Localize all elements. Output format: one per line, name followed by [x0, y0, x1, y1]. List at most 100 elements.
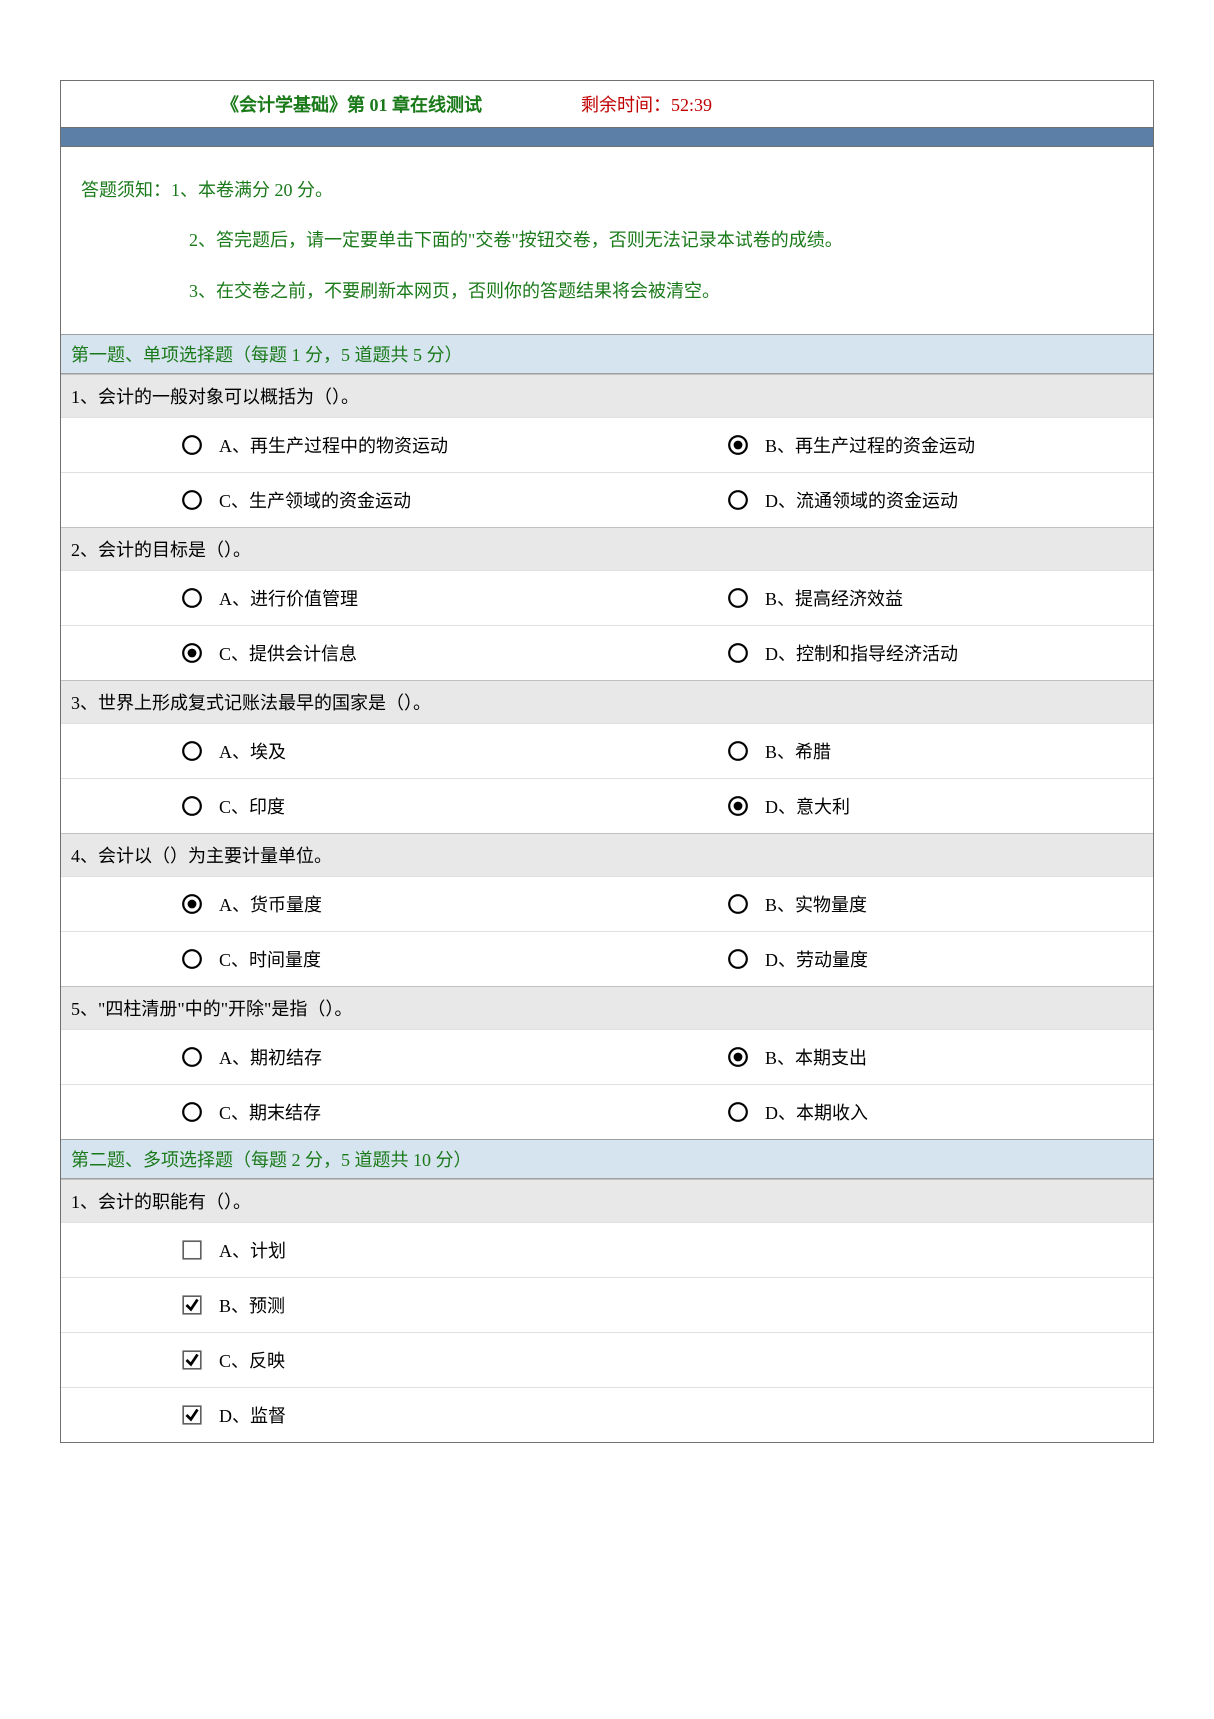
radio-icon [181, 1046, 203, 1068]
radio-option[interactable]: D、意大利 [607, 778, 1153, 833]
radio-option[interactable]: D、劳动量度 [607, 931, 1153, 986]
option-label: A、进行价值管理 [219, 585, 358, 611]
radio-icon [727, 948, 749, 970]
radio-icon [181, 948, 203, 970]
option-label: B、提高经济效益 [765, 585, 903, 611]
radio-icon [181, 740, 203, 762]
radio-option[interactable]: B、实物量度 [607, 876, 1153, 931]
option-label: B、希腊 [765, 738, 831, 764]
radio-icon [727, 1046, 749, 1068]
option-label: D、本期收入 [765, 1099, 868, 1125]
question-text: 1、会计的职能有（）。 [61, 1179, 1153, 1222]
timer-block: 剩余时间：52:39 [581, 91, 712, 117]
instructions-prefix: 答题须知： [81, 180, 171, 200]
radio-icon [181, 434, 203, 456]
radio-option[interactable]: B、希腊 [607, 723, 1153, 778]
section1-header: 第一题、单项选择题（每题 1 分，5 道题共 5 分） [61, 334, 1153, 374]
radio-icon [727, 740, 749, 762]
option-label: D、劳动量度 [765, 946, 868, 972]
radio-icon [181, 489, 203, 511]
radio-option[interactable]: D、控制和指导经济活动 [607, 625, 1153, 680]
radio-icon [181, 1101, 203, 1123]
option-label: A、再生产过程中的物资运动 [219, 432, 448, 458]
radio-icon [727, 434, 749, 456]
option-label: A、期初结存 [219, 1044, 322, 1070]
section2-header: 第二题、多项选择题（每题 2 分，5 道题共 10 分） [61, 1139, 1153, 1179]
divider-bar [61, 127, 1153, 147]
radio-icon [727, 642, 749, 664]
option-label: C、提供会计信息 [219, 640, 357, 666]
radio-option[interactable]: C、印度 [61, 778, 607, 833]
question-text: 4、会计以（）为主要计量单位。 [61, 833, 1153, 876]
radio-option[interactable]: A、再生产过程中的物资运动 [61, 417, 607, 472]
radio-option[interactable]: A、期初结存 [61, 1029, 607, 1084]
radio-icon [181, 893, 203, 915]
checkbox-icon [181, 1349, 203, 1371]
radio-option[interactable]: C、提供会计信息 [61, 625, 607, 680]
timer-value: 52:39 [671, 95, 712, 115]
option-label: C、生产领域的资金运动 [219, 487, 411, 513]
question-text: 1、会计的一般对象可以概括为（）。 [61, 374, 1153, 417]
radio-icon [181, 642, 203, 664]
checkbox-icon [181, 1239, 203, 1261]
checkbox-option[interactable]: B、预测 [61, 1277, 1153, 1332]
option-label: C、期末结存 [219, 1099, 321, 1125]
question-text: 2、会计的目标是（）。 [61, 527, 1153, 570]
radio-option[interactable]: A、货币量度 [61, 876, 607, 931]
quiz-title: 《会计学基础》第 01 章在线测试 [221, 91, 581, 117]
section1-body: 1、会计的一般对象可以概括为（）。 A、再生产过程中的物资运动 B、再生产过程的资金… [61, 374, 1153, 1139]
options-grid: A、再生产过程中的物资运动 B、再生产过程的资金运动 C、生产领域的资金运动 D、流通… [61, 417, 1153, 527]
option-label: C、时间量度 [219, 946, 321, 972]
option-label: D、控制和指导经济活动 [765, 640, 958, 666]
option-label: D、意大利 [765, 793, 850, 819]
radio-icon [181, 587, 203, 609]
quiz-container: 《会计学基础》第 01 章在线测试 剩余时间：52:39 答题须知：1、本卷满分… [60, 80, 1154, 1443]
checkbox-option[interactable]: C、反映 [61, 1332, 1153, 1387]
radio-icon [727, 587, 749, 609]
radio-option[interactable]: A、进行价值管理 [61, 570, 607, 625]
option-label: A、埃及 [219, 738, 286, 764]
option-label: C、反映 [219, 1347, 285, 1373]
checkbox-option[interactable]: D、监督 [61, 1387, 1153, 1442]
option-label: B、预测 [219, 1292, 285, 1318]
radio-icon [727, 893, 749, 915]
question-text: 5、"四柱清册"中的"开除"是指（）。 [61, 986, 1153, 1029]
instruction-line-2: 2、答完题后，请一定要单击下面的"交卷"按钮交卷，否则无法记录本试卷的成绩。 [81, 215, 1133, 265]
radio-option[interactable]: A、埃及 [61, 723, 607, 778]
radio-option[interactable]: C、期末结存 [61, 1084, 607, 1139]
option-label: A、计划 [219, 1237, 286, 1263]
radio-option[interactable]: B、提高经济效益 [607, 570, 1153, 625]
options-grid: A、进行价值管理 B、提高经济效益 C、提供会计信息 D、控制和指导经济活动 [61, 570, 1153, 680]
header-row: 《会计学基础》第 01 章在线测试 剩余时间：52:39 [61, 81, 1153, 127]
option-label: B、本期支出 [765, 1044, 867, 1070]
radio-icon [727, 489, 749, 511]
instruction-text-1: 1、本卷满分 20 分。 [171, 180, 333, 200]
option-label: B、实物量度 [765, 891, 867, 917]
radio-icon [727, 1101, 749, 1123]
checkbox-icon [181, 1294, 203, 1316]
options-grid: A、埃及 B、希腊 C、印度 D、意大利 [61, 723, 1153, 833]
option-label: A、货币量度 [219, 891, 322, 917]
radio-option[interactable]: C、生产领域的资金运动 [61, 472, 607, 527]
radio-option[interactable]: D、流通领域的资金运动 [607, 472, 1153, 527]
instruction-line-3: 3、在交卷之前，不要刷新本网页，否则你的答题结果将会被清空。 [81, 266, 1133, 316]
radio-option[interactable]: B、本期支出 [607, 1029, 1153, 1084]
radio-icon [181, 795, 203, 817]
option-label: D、流通领域的资金运动 [765, 487, 958, 513]
question-text: 3、世界上形成复式记账法最早的国家是（）。 [61, 680, 1153, 723]
radio-option[interactable]: B、再生产过程的资金运动 [607, 417, 1153, 472]
radio-option[interactable]: C、时间量度 [61, 931, 607, 986]
section2-body: 1、会计的职能有（）。 A、计划 B、预测 C、反映 D、监督 [61, 1179, 1153, 1442]
timer-label: 剩余时间： [581, 95, 671, 115]
option-label: C、印度 [219, 793, 285, 819]
instructions-block: 答题须知：1、本卷满分 20 分。 2、答完题后，请一定要单击下面的"交卷"按钮… [61, 147, 1153, 334]
option-label: D、监督 [219, 1402, 286, 1428]
options-grid: A、期初结存 B、本期支出 C、期末结存 D、本期收入 [61, 1029, 1153, 1139]
option-label: B、再生产过程的资金运动 [765, 432, 975, 458]
checkbox-icon [181, 1404, 203, 1426]
options-grid: A、货币量度 B、实物量度 C、时间量度 D、劳动量度 [61, 876, 1153, 986]
checkbox-option[interactable]: A、计划 [61, 1222, 1153, 1277]
instruction-line-1: 答题须知：1、本卷满分 20 分。 [81, 165, 1133, 215]
radio-option[interactable]: D、本期收入 [607, 1084, 1153, 1139]
radio-icon [727, 795, 749, 817]
